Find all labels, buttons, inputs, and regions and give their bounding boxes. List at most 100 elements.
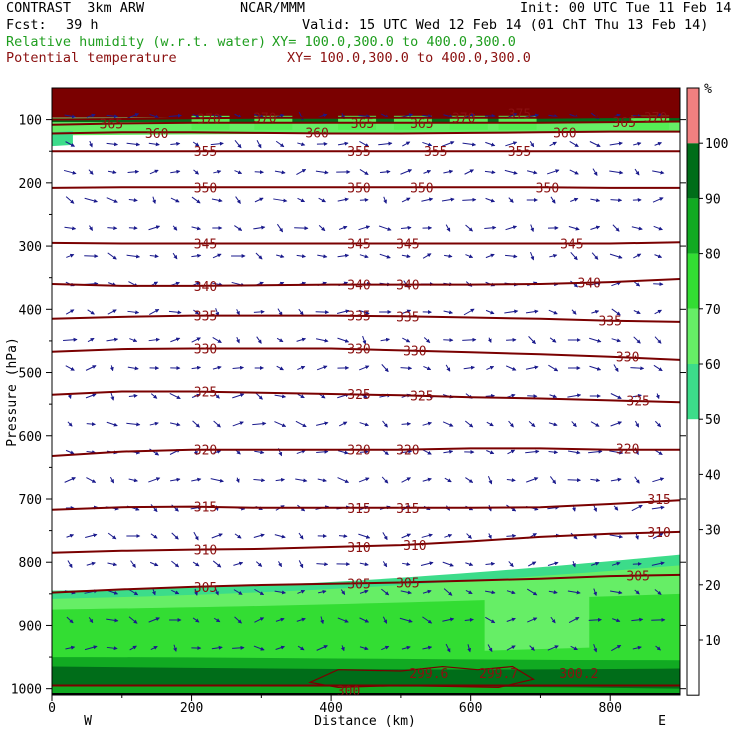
contour-label: 365 [612, 116, 635, 131]
wind-vector [85, 533, 98, 538]
wind-vector [110, 391, 115, 401]
wind-vector [652, 532, 664, 540]
wind-vector [654, 589, 662, 595]
contour-label: 345 [194, 238, 217, 253]
contour-label: 370 [197, 112, 220, 127]
wind-vector [170, 477, 181, 482]
wind-vector [215, 588, 219, 596]
field2-name: Potential temperature [6, 50, 177, 66]
contour-label: 340 [194, 280, 217, 295]
wind-vector [150, 645, 158, 651]
wind-vector [549, 476, 557, 485]
colorbar-segment [687, 419, 699, 475]
wind-vector [170, 141, 181, 146]
wind-vector [320, 616, 325, 625]
wind-vector [378, 225, 392, 231]
colorbar-segment [687, 584, 699, 640]
contour-label: 320 [347, 444, 370, 459]
wind-vector [631, 617, 644, 622]
wind-vector [362, 335, 367, 345]
contour-labels: 365 360 370 370 360 365 365 370 375 360 365 370 355 3… [100, 107, 671, 699]
y-tick-label: 700 [19, 493, 42, 508]
wind-vector [382, 420, 388, 428]
wind-vector [631, 226, 643, 231]
wind-vector [232, 645, 245, 650]
wind-vector [106, 337, 119, 342]
contour-label: 310 [403, 539, 426, 554]
wind-vector [232, 421, 244, 427]
wind-vector [298, 532, 304, 540]
wind-vector [525, 449, 540, 454]
wind-vector [233, 561, 244, 566]
y-tick-label: 300 [19, 240, 42, 255]
wind-vector [315, 310, 330, 315]
wind-vector [632, 393, 642, 398]
wind-vector [655, 393, 660, 400]
wind-vector [149, 169, 159, 175]
colorbar-segment [687, 308, 699, 364]
contour-label: 315 [396, 502, 419, 517]
contour-label: 315 [347, 502, 370, 517]
contour-label: 365 [351, 117, 374, 132]
wind-vector [401, 533, 412, 539]
contour-label: 355 [194, 145, 217, 160]
colorbar-segment [687, 474, 699, 530]
wind-vector [130, 560, 136, 568]
contour-label: 335 [347, 310, 370, 325]
wind-vector [213, 617, 221, 623]
wind-vector [526, 477, 539, 483]
wind-vector [463, 308, 475, 316]
wind-vector [610, 421, 623, 427]
wind-vector [234, 533, 242, 539]
wind-vector [380, 337, 391, 342]
wind-vector [442, 421, 454, 427]
wind-vector [423, 365, 432, 371]
wind-vector [127, 113, 140, 119]
wind-vector [632, 645, 642, 650]
wind-vector [549, 141, 557, 147]
wind-vector [106, 618, 119, 623]
wind-vector [358, 309, 370, 315]
wind-vector [570, 197, 579, 202]
wind-vector [529, 645, 535, 651]
wind-vector [148, 142, 160, 147]
wind-vector [255, 392, 263, 400]
wind-vector [126, 254, 141, 259]
wind-vector [234, 170, 243, 175]
wind-vector [549, 394, 558, 398]
wind-vector [192, 561, 200, 567]
wind-vector [338, 534, 348, 539]
wind-vector [298, 560, 304, 569]
wind-vector [652, 197, 664, 203]
wind-vector [86, 561, 96, 566]
wind-vector [358, 225, 371, 231]
wind-vector [567, 590, 581, 595]
wind-vector [211, 645, 223, 650]
wind-vector [467, 644, 472, 653]
wind-vector [508, 197, 514, 203]
wind-vector [149, 309, 160, 315]
wind-vector [381, 588, 390, 596]
wind-vector [591, 252, 599, 260]
wind-vector [214, 393, 220, 399]
wind-vector [655, 645, 661, 651]
wind-vector [212, 336, 222, 344]
wind-vector [505, 254, 518, 259]
wind-vector [592, 168, 598, 176]
wind-vector [337, 617, 349, 623]
wind-vector [191, 226, 202, 231]
contour-label: 330 [403, 344, 426, 359]
wind-vector [193, 169, 199, 175]
wind-vector [149, 254, 159, 259]
contour-label: 375 [508, 107, 531, 122]
wind-vector [254, 197, 264, 203]
wind-vector [549, 337, 557, 343]
wind-vector [65, 309, 75, 315]
theta-contour-335 [52, 314, 680, 323]
contour-label: 310 [194, 544, 217, 559]
contour-label: 340 [396, 279, 419, 294]
wind-vector [487, 644, 493, 653]
wind-vector [126, 142, 141, 147]
wind-vector [359, 254, 369, 259]
